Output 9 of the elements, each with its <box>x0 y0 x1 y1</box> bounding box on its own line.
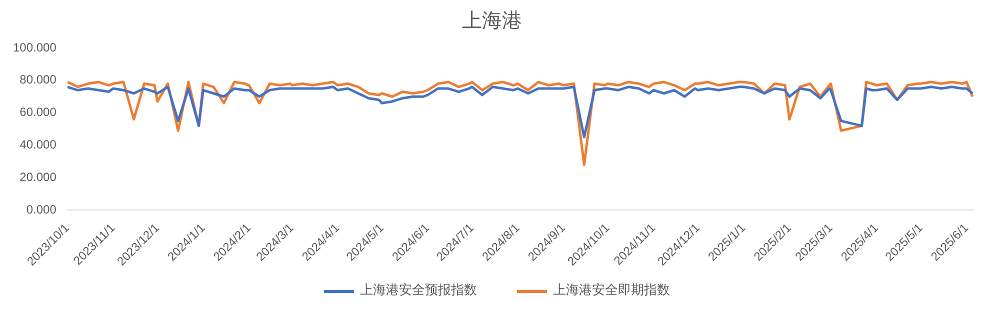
y-tick-label: 0.000 <box>26 202 57 216</box>
y-tick-label: 20.000 <box>20 170 57 184</box>
y-tick-label: 60.000 <box>20 105 57 120</box>
chart-title: 上海港 <box>462 8 522 32</box>
legend-label: 上海港安全预报指数 <box>360 282 477 300</box>
y-tick-label: 100.000 <box>12 40 57 54</box>
y-tick-label: 80.000 <box>20 72 57 87</box>
legend-label: 上海港安全即期指数 <box>553 282 670 300</box>
y-tick-label: 40.000 <box>20 138 57 152</box>
